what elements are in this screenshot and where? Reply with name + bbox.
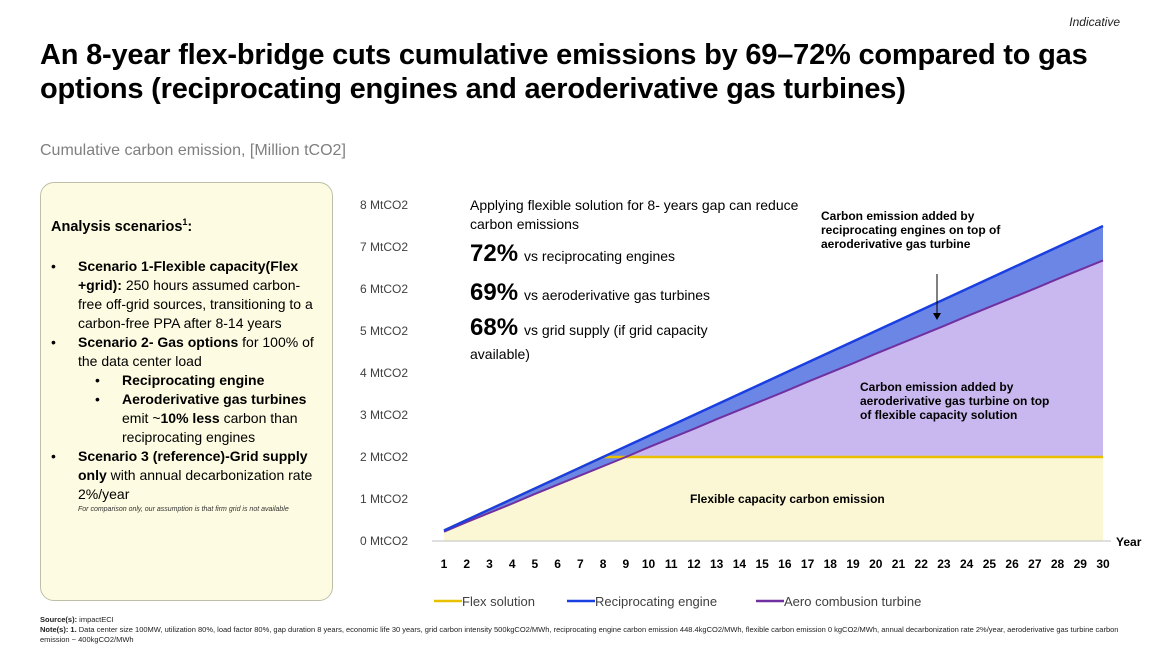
bullet-icon: •	[95, 390, 100, 407]
legend: Flex solution Reciprocating engine Aero co…	[434, 594, 921, 609]
x-tick-label: 17	[801, 557, 815, 571]
annotation-aero: Carbon emission added by aeroderivative …	[860, 380, 1050, 422]
x-tick-label: 24	[960, 557, 974, 571]
stat-reciprocating: 72% vs reciprocating engines	[470, 240, 676, 267]
aero-turbine-line	[443, 259, 1104, 533]
legend-label: Flex solution	[462, 594, 535, 609]
reciprocating-engine-line	[443, 224, 1104, 532]
x-tick-label: 25	[983, 557, 997, 571]
x-tick-label: 18	[824, 557, 838, 571]
x-tick-label: 7	[577, 557, 584, 571]
stat-grid-tail: available)	[470, 346, 530, 362]
scenario-3-note: For comparison only, our assumption is t…	[78, 505, 289, 513]
scenario-3: • Scenario 3 (reference)-Grid supply onl…	[51, 447, 313, 502]
x-tick-label: 2	[463, 557, 470, 571]
bullet-icon: •	[51, 257, 56, 274]
x-tick-label: 3	[486, 557, 493, 571]
scenario-1: • Scenario 1-Flexible capacity(Flex +gri…	[51, 257, 313, 331]
x-tick-label: 30	[1096, 557, 1110, 571]
bullet-icon: •	[51, 447, 56, 464]
annotation-flex: Flexible capacity carbon emission	[690, 492, 885, 506]
x-tick-label: 21	[892, 557, 906, 571]
y-tick-label: 8 MtCO2	[360, 198, 408, 212]
x-tick-label: 6	[554, 557, 561, 571]
x-tick-label: 19	[846, 557, 860, 571]
x-tick-label: 10	[642, 557, 656, 571]
x-tick-label: 15	[755, 557, 769, 571]
x-tick-label: 29	[1074, 557, 1088, 571]
x-tick-label: 20	[869, 557, 883, 571]
chart-lines	[443, 224, 1104, 533]
y-axis: 0 MtCO2 1 MtCO2 2 MtCO2 3 MtCO2 4 MtCO2 5 MtC…	[360, 198, 408, 548]
stat-aeroderivative: 69% vs aeroderivative gas turbines	[470, 279, 711, 306]
y-tick-label: 5 MtCO2	[360, 324, 408, 338]
y-tick-label: 1 MtCO2	[360, 492, 408, 506]
callout-heading: Applying flexible solution for 8- years …	[470, 197, 799, 232]
source-notes: Source(s): impactECI Note(s): 1. Data ce…	[40, 615, 1119, 644]
scenario-2: • Scenario 2- Gas options for 100% of th…	[51, 333, 314, 369]
x-tick-label: 14	[733, 557, 747, 571]
y-tick-label: 6 MtCO2	[360, 282, 408, 296]
chart-subtitle: Cumulative carbon emission, [Million tCO…	[40, 142, 346, 159]
bullet-icon: •	[51, 333, 56, 350]
y-tick-label: 7 MtCO2	[360, 240, 408, 254]
x-axis-title: Year	[1116, 535, 1142, 549]
stat-grid: 68% vs grid supply (if grid capacity	[470, 314, 708, 341]
x-tick-label: 5	[532, 557, 539, 571]
scenario-2-option-1: • Reciprocating engine	[95, 371, 265, 388]
y-tick-label: 0 MtCO2	[360, 534, 408, 548]
y-tick-label: 4 MtCO2	[360, 366, 408, 380]
legend-label: Reciprocating engine	[595, 594, 717, 609]
x-tick-label: 4	[509, 557, 516, 571]
flex-area	[444, 457, 1103, 541]
bullet-icon: •	[95, 371, 100, 388]
indicative-label: Indicative	[1069, 15, 1120, 29]
y-tick-label: 2 MtCO2	[360, 450, 408, 464]
x-tick-label: 26	[1005, 557, 1019, 571]
x-tick-label: 9	[622, 557, 629, 571]
x-tick-label: 13	[710, 557, 724, 571]
x-tick-label: 16	[778, 557, 792, 571]
legend-label: Aero combusion turbine	[784, 594, 921, 609]
x-axis: 1 2 3 4 5 6 7 8 9 10 11 12 13 14 15 16 17 18 19 20 21 22 23 24 2…	[432, 535, 1142, 571]
x-tick-label: 27	[1028, 557, 1042, 571]
page-title: An 8-year flex-bridge cuts cumulative em…	[40, 39, 1088, 105]
x-tick-label: 8	[600, 557, 607, 571]
annotation-arrowhead	[933, 313, 941, 320]
annotation-reciprocating: Carbon emission added by reciprocating e…	[821, 209, 1001, 251]
scenario-2-option-2: • Aeroderivative gas turbines emit ~10% …	[95, 390, 307, 445]
analysis-scenarios-box: Analysis scenarios1: • Scenario 1-Flexib…	[40, 182, 333, 601]
x-tick-label: 11	[665, 557, 678, 571]
x-tick-label: 28	[1051, 557, 1065, 571]
y-tick-label: 3 MtCO2	[360, 408, 408, 422]
x-tick-label: 23	[937, 557, 951, 571]
x-tick-label: 1	[441, 557, 448, 571]
box-title: Analysis scenarios1:	[51, 217, 193, 235]
x-tick-label: 12	[687, 557, 701, 571]
x-tick-label: 22	[915, 557, 929, 571]
